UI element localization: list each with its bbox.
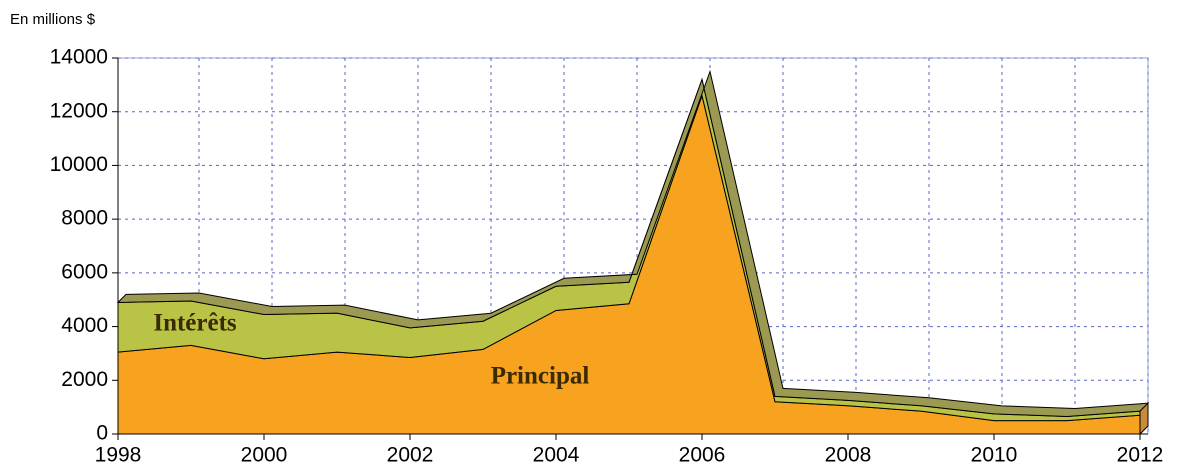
y-axis-label: En millions $ bbox=[10, 11, 96, 28]
series-label: Principal bbox=[491, 363, 590, 390]
x-tick-label: 2004 bbox=[533, 444, 580, 467]
x-tick-label: 2002 bbox=[387, 444, 434, 467]
x-tick-label: 2006 bbox=[679, 444, 726, 467]
x-tick-label: 2012 bbox=[1117, 444, 1164, 467]
y-tick-label: 4000 bbox=[61, 314, 108, 337]
side-face bbox=[1139, 401, 1149, 436]
y-tick-label: 12000 bbox=[50, 99, 108, 122]
y-tick-label: 8000 bbox=[61, 207, 108, 230]
y-tick-label: 6000 bbox=[61, 260, 108, 283]
y-tick-label: 0 bbox=[96, 422, 108, 445]
x-tick-label: 2010 bbox=[971, 444, 1018, 467]
y-tick-label: 10000 bbox=[50, 153, 108, 176]
x-tick-label: 1998 bbox=[95, 444, 142, 467]
x-tick-label: 2008 bbox=[825, 444, 872, 467]
y-tick-label: 2000 bbox=[61, 368, 108, 391]
x-tick-label: 2000 bbox=[241, 444, 288, 467]
series-label: Intérêts bbox=[153, 310, 237, 337]
area bbox=[117, 93, 1141, 435]
y-tick-label: 14000 bbox=[50, 46, 108, 69]
